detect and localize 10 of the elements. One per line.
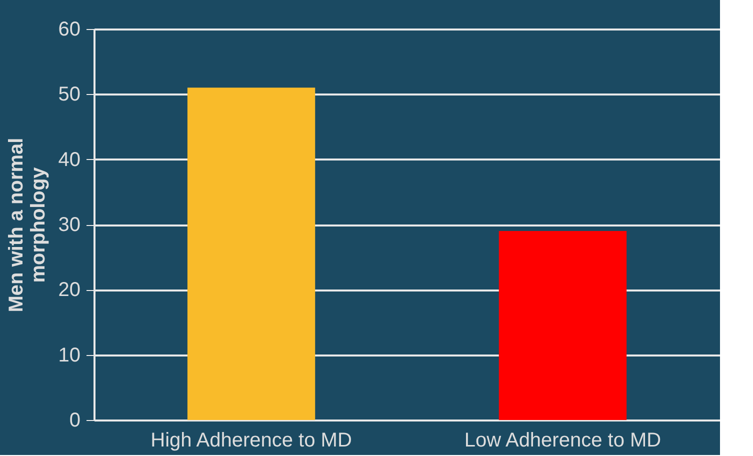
y-tick-label: 40 [58,148,80,171]
y-tick-label: 50 [58,84,80,106]
y-tick-label: 0 [69,410,80,432]
x-tick-label: Low Adherence to MD [464,430,662,452]
y-tick-label: 10 [58,344,80,366]
y-tick-label: 20 [58,279,80,302]
y-tick-label: 60 [58,18,80,40]
y-axis-title: Men with a normal morphology [5,138,50,312]
y-tick-label: 30 [58,214,80,236]
x-tick-label: High Adherence to MD [150,430,352,452]
